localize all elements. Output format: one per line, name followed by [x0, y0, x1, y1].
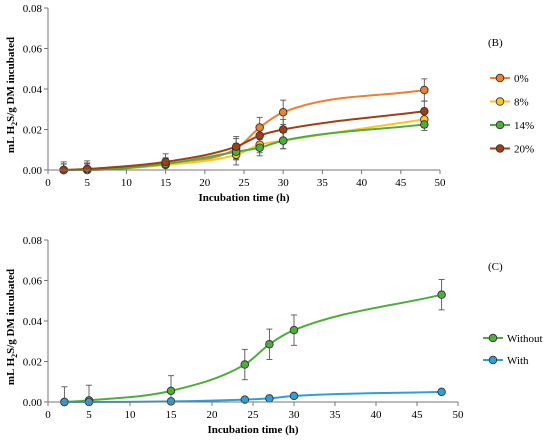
x-axis-title: Incubation time (h): [198, 192, 289, 204]
series-line: [63, 123, 425, 171]
data-point: [231, 142, 241, 151]
data-point: [265, 394, 274, 403]
panel-label: (B): [488, 37, 503, 49]
y-axis-title-sub: 2: [10, 354, 19, 358]
panel-label: (C): [488, 261, 503, 273]
x-tick-label: 50: [453, 409, 465, 421]
data-point: [255, 123, 264, 132]
legend-item: 0%: [490, 73, 529, 85]
y-tick-label: 0.04: [23, 316, 43, 328]
y-tick-label: 0.08: [23, 235, 43, 247]
data-point: [420, 107, 429, 116]
x-tick-label: 40: [371, 409, 383, 421]
x-tick-label: 0: [45, 409, 51, 421]
x-tick-label: 30: [278, 177, 290, 189]
series-points-layer: [60, 290, 446, 407]
x-tick-label: 25: [248, 409, 260, 421]
legend-item: 20%: [490, 144, 534, 156]
data-point: [166, 386, 176, 396]
legend-marker: [495, 120, 505, 130]
legend-item: 14%: [490, 120, 534, 132]
legend: Without With: [483, 333, 543, 367]
data-point: [240, 395, 250, 404]
y-tick-label: 0.00: [23, 165, 43, 177]
y-axis-title-post: S/g DM incubated: [5, 269, 17, 354]
panel-b-chart: 0 5 10 15 20 25 30 35 40 45 50 0.00 0.02 0.04 0.06 0.08…: [5, 3, 534, 204]
x-tick-label: 30: [289, 409, 301, 421]
data-point: [437, 387, 446, 397]
series-line: [64, 293, 442, 403]
x-tick-label: 40: [356, 177, 368, 189]
y-axis-title-pre: mL H: [5, 357, 17, 385]
data-point: [255, 143, 264, 152]
data-point: [161, 157, 170, 167]
y-tick-label: 0.06: [23, 44, 43, 56]
series-lines-layer: [64, 293, 442, 403]
y-axis-title: mL H2S/g DM incubated: [5, 37, 19, 153]
legend-marker: [495, 73, 505, 83]
x-tick-label: 5: [86, 409, 92, 421]
data-point: [240, 360, 250, 369]
data-point: [265, 340, 274, 349]
legend: 0% 8% 14% 20%: [490, 73, 534, 156]
y-axis-title-post: S/g DM incubated: [5, 37, 17, 122]
legend-label: 8%: [514, 97, 529, 109]
data-point: [278, 136, 288, 145]
y-tick-label: 0.06: [23, 276, 43, 288]
x-tick-label: 35: [317, 177, 329, 189]
data-point: [289, 391, 299, 401]
y-tick-label: 0.02: [23, 357, 42, 369]
legend-marker: [495, 97, 505, 106]
x-tick-label: 50: [435, 177, 447, 189]
series-line: [63, 110, 425, 171]
panel-c-chart: 0 5 10 15 20 25 30 35 40 45 50 0.00 0.02 0.04 0.06 0.08…: [5, 235, 543, 436]
x-tick-label: 25: [239, 177, 251, 189]
y-tick-label: 0.08: [23, 3, 43, 15]
x-tick-label: 35: [330, 409, 342, 421]
x-axis-title: Incubation time (h): [207, 424, 298, 436]
legend-label: With: [507, 355, 529, 367]
error-bars-layer: [61, 279, 445, 402]
legend-marker: [488, 333, 498, 343]
axes-layer: 0 5 10 15 20 25 30 35 40 45 50 0.00 0.02 0.04 0.06 0.08: [23, 3, 446, 189]
y-tick-label: 0.04: [23, 84, 43, 96]
x-tick-label: 10: [125, 409, 137, 421]
data-point: [420, 120, 429, 129]
x-tick-label: 5: [84, 177, 90, 189]
y-axis-title: mL H2S/g DM incubated: [5, 269, 19, 385]
axes-layer: 0 5 10 15 20 25 30 35 40 45 50 0.00 0.02 0.04 0.06 0.08: [23, 235, 464, 421]
x-tick-label: 0: [45, 177, 51, 189]
data-point: [420, 85, 429, 95]
x-tick-label: 15: [160, 177, 172, 189]
legend-item: 8%: [490, 97, 529, 109]
y-tick-label: 0.02: [23, 125, 42, 137]
legend-label: 14%: [514, 120, 534, 132]
y-axis-title-sub: 2: [10, 122, 19, 126]
legend-marker: [488, 355, 498, 365]
x-tick-label: 20: [199, 177, 211, 189]
x-tick-label: 45: [412, 409, 424, 421]
data-point: [437, 290, 446, 299]
data-point: [255, 131, 264, 140]
y-tick-label: 0.00: [23, 397, 43, 409]
legend-item: With: [483, 355, 529, 367]
x-tick-label: 10: [121, 177, 133, 189]
legend-label: 20%: [514, 144, 534, 156]
legend-item: Without: [483, 333, 543, 345]
y-axis-title-pre: mL H: [5, 125, 17, 153]
data-point: [278, 125, 288, 134]
data-point: [278, 108, 288, 117]
legend-label: 0%: [514, 73, 529, 85]
x-tick-label: 20: [207, 409, 219, 421]
data-point: [289, 325, 299, 335]
legend-label: Without: [507, 333, 543, 345]
legend-marker: [495, 144, 505, 153]
x-tick-label: 15: [166, 409, 178, 421]
series-lines-layer: [63, 89, 425, 171]
x-tick-label: 45: [395, 177, 407, 189]
series-line: [63, 118, 425, 171]
error-bars-layer: [60, 78, 428, 171]
